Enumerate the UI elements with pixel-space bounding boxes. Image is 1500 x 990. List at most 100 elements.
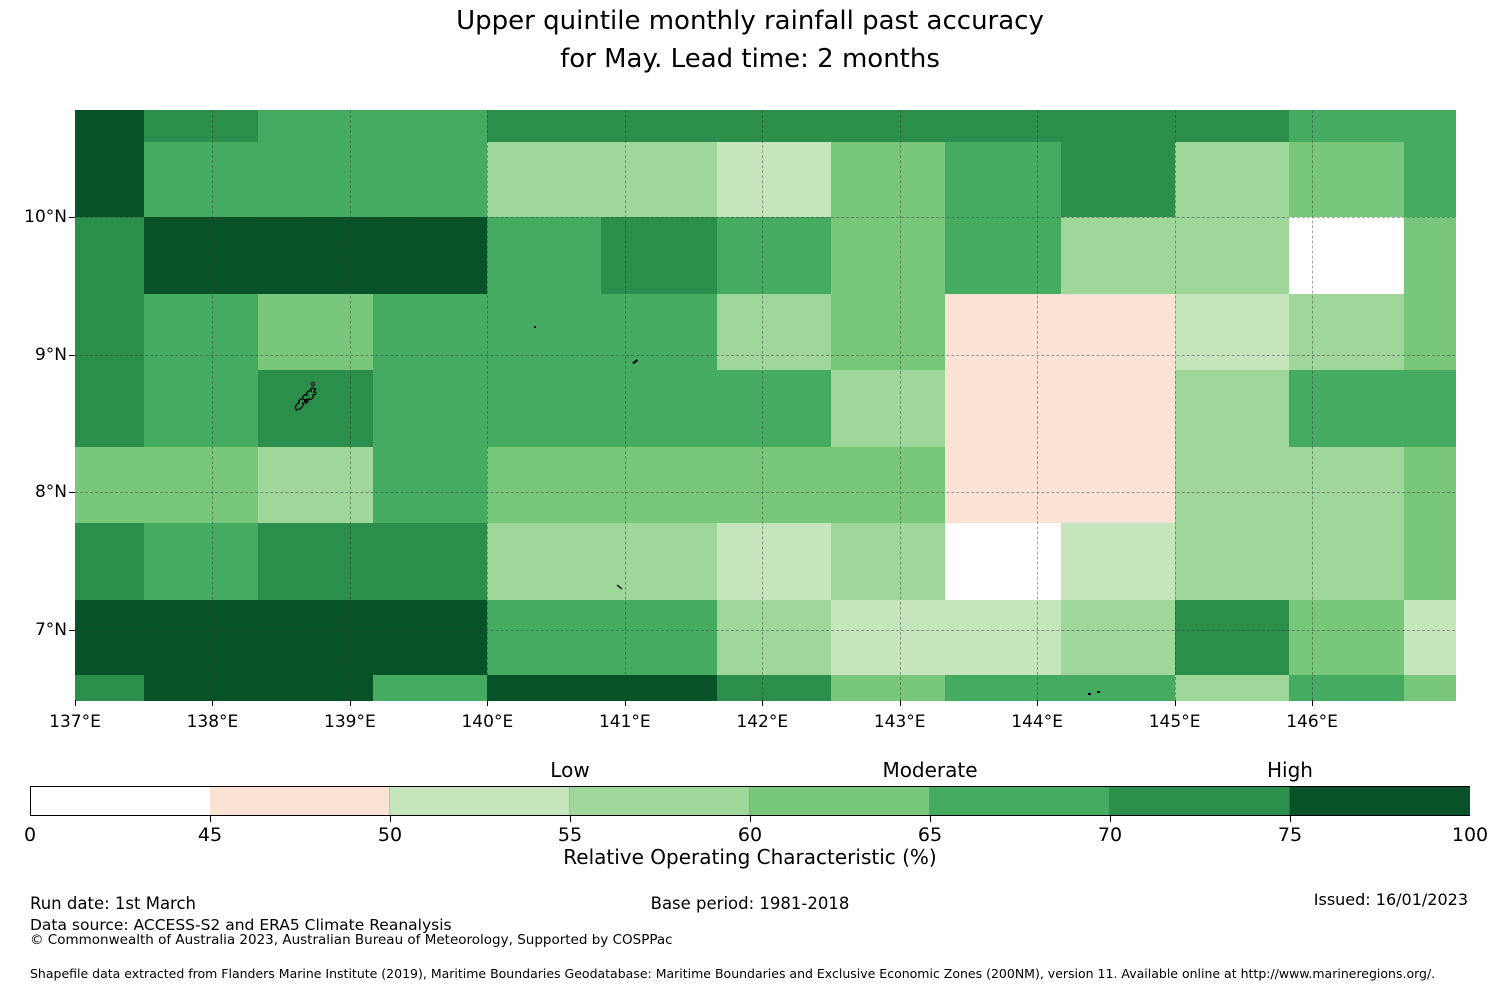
heatmap-cell [1404, 294, 1456, 371]
heatmap-cell [1060, 446, 1176, 524]
heatmap-cell [257, 217, 374, 295]
heatmap-cell [373, 141, 488, 218]
heatmap-cell [601, 294, 718, 371]
x-axis-tick-label: 139°E [324, 712, 376, 732]
heatmap-cell [601, 217, 718, 295]
x-axis-tick-label: 142°E [736, 712, 789, 732]
heatmap-cell [716, 599, 832, 676]
gridline-vertical [212, 110, 214, 700]
heatmap-cell [487, 217, 603, 295]
heatmap-cell [257, 446, 374, 524]
heatmap-cell [601, 675, 718, 701]
y-axis-tick [69, 629, 75, 631]
heatmap-cell [143, 446, 259, 524]
islet-mark-2 [632, 359, 638, 364]
colorbar-tick-label: 0 [23, 824, 37, 846]
heatmap-cell [75, 369, 145, 448]
heatmap-cell [830, 294, 946, 371]
x-axis-tick-label: 146°E [1286, 712, 1338, 732]
x-axis-tick-label: 138°E [186, 712, 239, 732]
heatmap-cell [75, 110, 145, 143]
y-axis-tick [69, 217, 75, 219]
heatmap-cell [1288, 369, 1405, 448]
gridline-vertical [349, 110, 351, 700]
x-axis-tick-label: 141°E [598, 712, 651, 732]
x-axis-tick [899, 700, 901, 706]
heatmap-cell [1404, 599, 1456, 676]
heatmap-cell [830, 599, 946, 676]
heatmap-cell [945, 294, 1062, 371]
colorbar-tick-label: 55 [557, 824, 583, 846]
heatmap-cell [373, 217, 488, 295]
x-axis-tick [75, 700, 76, 706]
heatmap-cell [716, 110, 832, 143]
heatmap-cell [830, 675, 946, 701]
heatmap-cell [601, 446, 718, 524]
gridline-vertical [1037, 110, 1039, 700]
heatmap-cell [1288, 599, 1405, 676]
heatmap-cell [143, 675, 259, 701]
heatmap-cell [75, 599, 145, 676]
heatmap-cell [1060, 599, 1176, 676]
chart-title-line1: Upper quintile monthly rainfall past acc… [456, 6, 1044, 36]
heatmap-cell [716, 141, 832, 218]
heatmap-cell [143, 110, 259, 143]
heatmap-cell [830, 217, 946, 295]
heatmap-cell [1174, 217, 1290, 295]
x-axis-tick-label: 144°E [1011, 712, 1063, 732]
heatmap-cell [1174, 522, 1290, 601]
heatmap-cell [945, 110, 1062, 143]
heatmap-cell [487, 599, 603, 676]
heatmap-cell [1060, 217, 1176, 295]
heatmap-cell [945, 217, 1062, 295]
heatmap-cell [716, 369, 832, 448]
heatmap-cell [1060, 522, 1176, 601]
heatmap-cell [1060, 675, 1176, 701]
colorbar-tick [1110, 816, 1111, 822]
shapefile-note-text: Shapefile data extracted from Flanders M… [30, 966, 1436, 981]
heatmap-cell [487, 141, 603, 218]
heatmap-cell [373, 294, 488, 371]
islet-mark-1 [534, 326, 536, 328]
heatmap-cell [830, 369, 946, 448]
heatmap-cell [487, 446, 603, 524]
colorbar-segment [750, 787, 930, 815]
heatmap-cell [257, 141, 374, 218]
x-axis-tick [1037, 700, 1039, 706]
chart-title-line2: for May. Lead time: 2 months [560, 44, 940, 74]
heatmap-cell [143, 599, 259, 676]
gridline-vertical [1312, 110, 1314, 700]
gridline-vertical [1174, 110, 1176, 700]
heatmap-cell [373, 675, 488, 701]
heatmap-cell [373, 110, 488, 143]
heatmap-cell [143, 141, 259, 218]
heatmap-cell [257, 369, 374, 448]
gridline-horizontal [75, 354, 1455, 356]
heatmap-cell [1288, 446, 1405, 524]
heatmap-cell [1404, 110, 1456, 143]
heatmap-cell [1288, 522, 1405, 601]
heatmap-cell [75, 294, 145, 371]
gridline-horizontal [75, 217, 1455, 219]
heatmap-cell [75, 675, 145, 701]
gridline-vertical [762, 110, 764, 700]
colorbar-segment [1110, 787, 1290, 815]
colorbar-tick [750, 816, 751, 822]
heatmap-cell [257, 294, 374, 371]
x-axis-tick [212, 700, 214, 706]
heatmap-cell [143, 294, 259, 371]
colorbar-category-label: Moderate [882, 758, 978, 782]
heatmap-cell [1174, 599, 1290, 676]
heatmap-cell [487, 110, 603, 143]
heatmap-cell [373, 522, 488, 601]
heatmap-cell [1174, 294, 1290, 371]
y-axis-tick-label: 9°N [34, 344, 67, 365]
heatmap-cell [1404, 141, 1456, 218]
heatmap-cell [1174, 369, 1290, 448]
gridline-vertical [487, 110, 489, 700]
heatmap-cell [945, 675, 1062, 701]
colorbar-segment [930, 787, 1110, 815]
heatmap-cell [257, 599, 374, 676]
heatmap-cell [945, 599, 1062, 676]
colorbar-axis-label: Relative Operating Characteristic (%) [563, 845, 937, 869]
